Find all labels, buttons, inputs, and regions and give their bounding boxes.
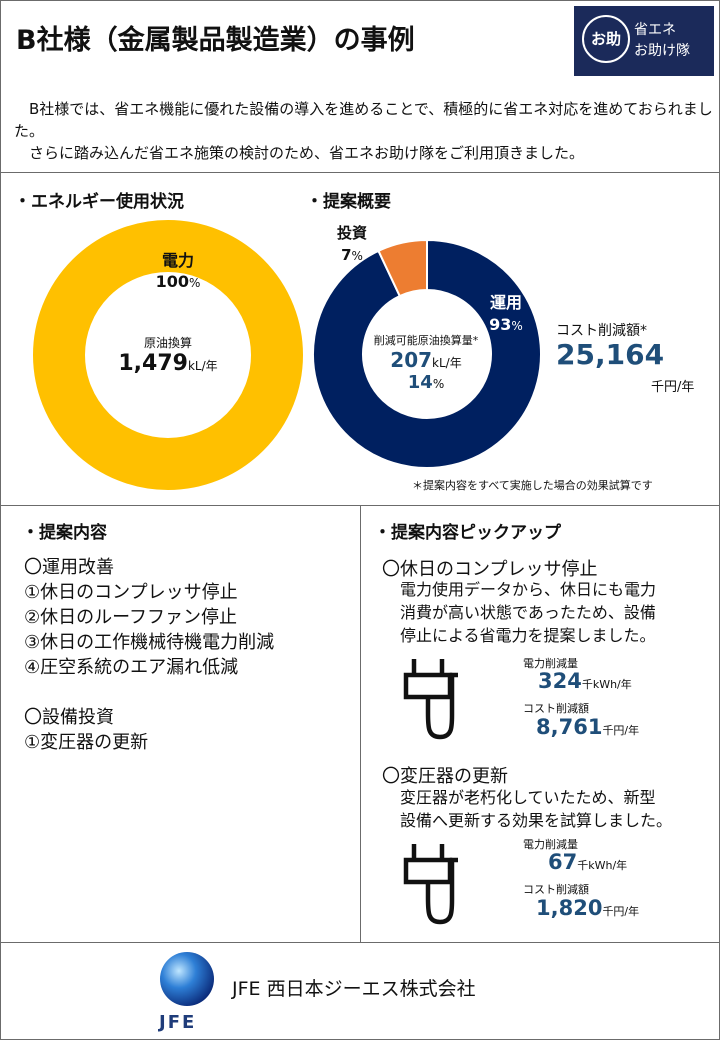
- footnote: ＊提案内容をすべて実施した場合の効果試算です: [412, 479, 653, 492]
- logo-text: 省エネ お助け隊: [634, 22, 690, 59]
- pickup-1-cost-value: 8,761千円/年: [536, 715, 640, 739]
- donut-slice-投資: [377, 238, 428, 298]
- page-title: B社様（金属製品製造業）の事例: [16, 25, 415, 56]
- pickup-2-power-value: 67千kWh/年: [548, 850, 628, 874]
- energy-heading: ・エネルギー使用状況: [14, 192, 184, 212]
- list-item: ②休日のルーフファン停止: [24, 607, 238, 628]
- pickup-2-title: 〇変圧器の更新: [382, 766, 508, 787]
- invest-label: 投資 7%: [336, 224, 367, 264]
- intro-para-1: B社様では、省エネ機能に優れた設備の導入を進めることで、積極的に省エネ対応を進め…: [14, 100, 713, 140]
- pickup-heading: ・提案内容ピックアップ: [374, 523, 561, 543]
- divider: [0, 172, 720, 173]
- pickup-2-cost-label: コスト削減額: [523, 883, 589, 896]
- pickup-2-power-label: 電力削減量: [523, 838, 578, 851]
- content-heading: ・提案内容: [22, 523, 107, 543]
- cost-unit: 千円/年: [651, 380, 695, 395]
- intro-text: B社様では、省エネ機能に優れた設備の導入を進めることで、積極的に省エネ対応を進め…: [14, 98, 714, 164]
- logo-mark: お助: [582, 15, 630, 63]
- list-item: ①休日のコンプレッサ停止: [24, 582, 238, 603]
- energy-segment-label: 電力 100%: [155, 251, 201, 291]
- proposal-donut-chart: [312, 238, 542, 469]
- list-item: ④圧空系統のエア漏れ低減: [24, 657, 239, 678]
- donut-slice-電力: [33, 220, 303, 490]
- list-item: [24, 680, 274, 705]
- program-logo: お助 省エネ お助け隊: [574, 6, 714, 76]
- jfe-logo-globe: [160, 952, 214, 1006]
- energy-center: 原油換算 1,479kL/年: [118, 336, 218, 376]
- pickup-1-title: 〇休日のコンプレッサ停止: [382, 559, 598, 580]
- intro-para-2: さらに踏み込んだ省エネ施策の検討のため、省エネお助け隊をご利用頂きました。: [14, 144, 585, 162]
- list-item: 〇設備投資: [24, 707, 114, 728]
- content-list: 〇運用改善 ①休日のコンプレッサ停止 ②休日のルーフファン停止 ③休日の工作機械…: [24, 555, 274, 755]
- pickup-1-desc: 電力使用データから、休日にも電力 消費が高い状態であったため、設備 停止による省…: [400, 580, 657, 645]
- plug-icon: [403, 659, 458, 740]
- proposal-heading: ・提案概要: [306, 192, 391, 212]
- list-item: ③休日の工作機械待機電力削減: [24, 632, 275, 653]
- proposal-center: 削減可能原油換算量* 207kL/年 14%: [373, 334, 479, 393]
- pickup-1-power-label: 電力削減量: [523, 657, 578, 670]
- cost-value: 25,164: [556, 338, 665, 371]
- pickup-2-desc: 変圧器が老朽化していたため、新型 設備へ更新する効果を試算しました。: [400, 788, 673, 830]
- column-divider: [360, 505, 361, 942]
- donut-slice-運用: [312, 238, 542, 469]
- list-item: 〇運用改善: [24, 557, 114, 578]
- ops-label: 運用 93%: [489, 293, 523, 334]
- company-name: JFE 西日本ジーエス株式会社: [232, 978, 476, 1000]
- jfe-brand: JFE: [159, 1012, 197, 1033]
- list-item: ①変圧器の更新: [24, 732, 149, 753]
- divider: [0, 942, 720, 943]
- plug-icon: [403, 844, 458, 925]
- energy-donut-chart: [33, 220, 303, 490]
- pickup-1-cost-label: コスト削減額: [523, 702, 589, 715]
- pickup-1-power-value: 324千kWh/年: [538, 669, 632, 693]
- pickup-2-cost-value: 1,820千円/年: [536, 896, 640, 920]
- cost-label: コスト削減額*: [556, 323, 647, 339]
